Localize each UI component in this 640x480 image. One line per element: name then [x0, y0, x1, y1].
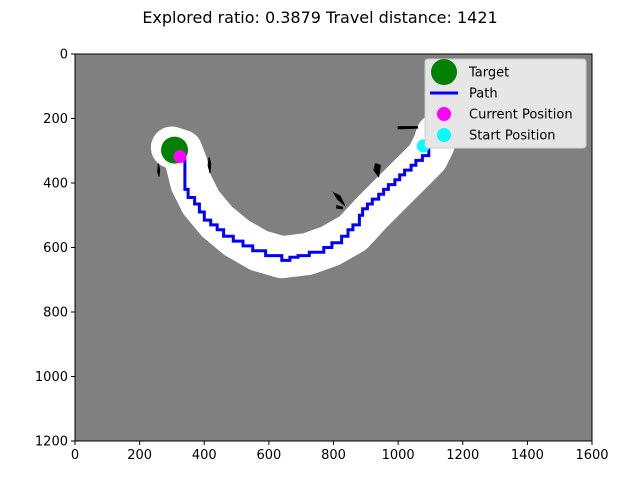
legend-dot-swatch: [437, 107, 451, 121]
y-tick-label: 800: [43, 306, 68, 321]
legend: Target Path Current Position Start Position: [424, 58, 587, 149]
chart-title: Explored ratio: 0.3879 Travel distance: …: [142, 8, 497, 27]
y-tick-label: 600: [43, 241, 68, 256]
y-tick-label: 400: [43, 177, 68, 192]
legend-label: Target: [468, 66, 509, 81]
legend-target-swatch: [431, 59, 457, 85]
legend-dot-swatch: [437, 128, 451, 142]
x-axis: 0 200 400 600 800 1000 1200 1400 1600: [71, 441, 609, 463]
x-tick-label: 600: [256, 448, 281, 463]
legend-box: [424, 58, 587, 149]
y-tick-label: 0: [60, 48, 68, 63]
y-tick-label: 1200: [35, 435, 68, 450]
explored-area: [150, 113, 458, 279]
obstacle: [207, 157, 212, 174]
legend-label: Path: [469, 87, 498, 102]
y-axis: 0 200 400 600 800 1000 1200: [35, 48, 75, 450]
x-tick-label: 400: [192, 448, 217, 463]
path-line: [178, 144, 431, 262]
x-tick-label: 1400: [511, 448, 544, 463]
y-tick-label: 1000: [35, 370, 68, 385]
x-tick-label: 0: [71, 448, 79, 463]
x-tick-label: 1200: [446, 448, 479, 463]
x-tick-label: 1600: [575, 448, 608, 463]
x-tick-label: 800: [321, 448, 346, 463]
x-tick-label: 1000: [382, 448, 415, 463]
x-tick-label: 200: [127, 448, 152, 463]
current-position-marker: [173, 150, 187, 164]
legend-label: Current Position: [469, 108, 573, 123]
obstacle: [332, 191, 346, 206]
obstacle: [373, 162, 381, 178]
obstacle: [397, 126, 418, 130]
obstacle: [157, 163, 161, 177]
obstacle: [336, 204, 343, 210]
legend-label: Start Position: [469, 129, 556, 144]
y-tick-label: 200: [43, 112, 68, 127]
